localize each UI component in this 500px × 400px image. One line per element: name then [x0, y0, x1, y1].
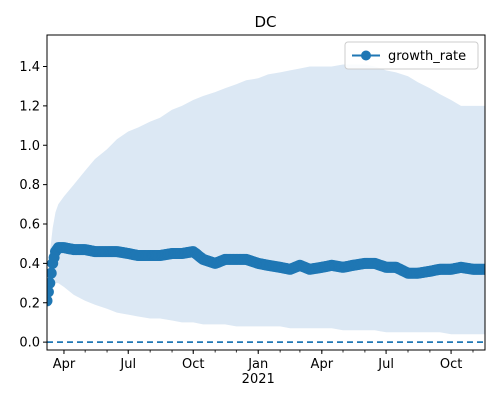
data-point: [47, 277, 56, 289]
x-tick-label: Apr: [53, 357, 76, 372]
y-tick-label: 0.4: [19, 257, 40, 272]
y-tick-label: 1.0: [19, 139, 40, 154]
y-tick-label: 1.2: [19, 99, 40, 114]
legend-box: [344, 41, 479, 70]
y-tick-label: 0.6: [19, 218, 40, 233]
plot-area: [47, 64, 485, 344]
axes-frame: [46, 34, 486, 351]
data-point: [47, 267, 57, 279]
x-tick-label: Jan: [247, 357, 268, 372]
data-point: [478, 263, 485, 275]
x-tick-label: Oct: [440, 357, 462, 372]
x-tick-label: Oct: [182, 357, 204, 372]
axes: 0.0 0.2 0.4 0.6 0.8 1.0 1.2 1.4 Apr Jul Oct Jan Apr J…: [19, 34, 486, 387]
x-tick-label: Apr: [311, 357, 334, 372]
y-tick-label: 0.0: [19, 336, 40, 351]
legend-marker-swatch: [361, 50, 371, 61]
y-tick-label: 1.4: [19, 60, 40, 75]
x-tick-label: Jul: [119, 357, 136, 372]
data-point: [47, 286, 54, 298]
x-year-label: 2021: [242, 372, 275, 387]
y-tick-label: 0.8: [19, 178, 40, 193]
legend-label: growth_rate: [388, 49, 466, 64]
x-tick-label: Jul: [377, 357, 394, 372]
plot-inner: [47, 64, 485, 344]
y-tick-label: 0.2: [19, 296, 40, 311]
data-point: [47, 295, 53, 307]
chart-title: DC: [254, 13, 276, 31]
legend: growth_rate: [344, 41, 479, 70]
